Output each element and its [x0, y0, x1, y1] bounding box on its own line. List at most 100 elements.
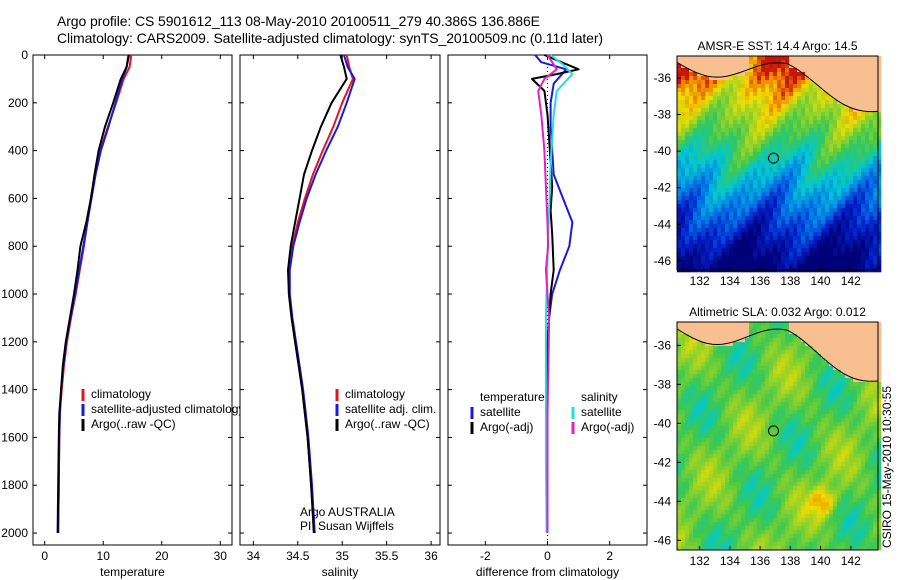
- map-cell: [721, 326, 726, 331]
- map-cell: [757, 128, 762, 133]
- map-cell: [749, 446, 754, 451]
- map-cell: [853, 200, 858, 205]
- map-cell: [677, 80, 682, 85]
- map-cell: [813, 478, 818, 483]
- map-cell: [877, 248, 882, 253]
- map-cell: [861, 92, 866, 97]
- map-cell: [829, 180, 834, 185]
- map-cell: [833, 354, 838, 359]
- map-cell: [705, 362, 710, 367]
- map-cell: [741, 116, 746, 121]
- map-cell: [689, 474, 694, 479]
- map-cell: [689, 140, 694, 145]
- map-cell: [777, 56, 782, 61]
- map-cell: [721, 346, 726, 351]
- map-cell: [757, 454, 762, 459]
- map-cell: [817, 180, 822, 185]
- map-cell: [821, 256, 826, 261]
- map-cell: [861, 252, 866, 257]
- map-cell: [837, 156, 842, 161]
- map-cell: [805, 454, 810, 459]
- map-cell: [877, 240, 882, 245]
- map-cell: [829, 172, 834, 177]
- map-cell: [841, 260, 846, 265]
- map-cell: [693, 426, 698, 431]
- map-cell: [789, 446, 794, 451]
- map-cell: [825, 438, 830, 443]
- map-cell: [853, 354, 858, 359]
- map-cell: [765, 322, 770, 327]
- map-cell: [685, 172, 690, 177]
- map-cell: [837, 200, 842, 205]
- map-cell: [857, 362, 862, 367]
- map-cell: [809, 366, 814, 371]
- map-cell: [753, 204, 758, 209]
- map-cell: [725, 450, 730, 455]
- map-cell: [849, 64, 854, 69]
- map-cell: [745, 474, 750, 479]
- map-cell: [745, 326, 750, 331]
- map-cell: [749, 458, 754, 463]
- map-cell: [693, 176, 698, 181]
- map-cell: [733, 244, 738, 249]
- map-cell: [861, 434, 866, 439]
- map-cell: [797, 172, 802, 177]
- map-cell: [789, 478, 794, 483]
- map-cell: [725, 378, 730, 383]
- map-cell: [693, 402, 698, 407]
- map-cell: [753, 132, 758, 137]
- map-cell: [773, 56, 778, 61]
- map-cell: [821, 148, 826, 153]
- map-cell: [753, 116, 758, 121]
- map-cell: [713, 100, 718, 105]
- map-cell: [757, 466, 762, 471]
- map-cell: [733, 386, 738, 391]
- map-cell: [765, 136, 770, 141]
- map-cell: [821, 334, 826, 339]
- map-cell: [837, 414, 842, 419]
- y-tick-label: 1000: [1, 287, 28, 301]
- map-cell: [861, 322, 866, 327]
- map-cell: [869, 474, 874, 479]
- map-cell: [721, 236, 726, 241]
- map-cell: [833, 108, 838, 113]
- map-cell: [713, 200, 718, 205]
- map-cell: [721, 132, 726, 137]
- map-cell: [861, 446, 866, 451]
- map-cell: [829, 458, 834, 463]
- map-cell: [685, 136, 690, 141]
- map-cell: [761, 92, 766, 97]
- map-cell: [809, 264, 814, 269]
- map-cell: [729, 438, 734, 443]
- map-cell: [837, 454, 842, 459]
- map-cell: [877, 438, 882, 443]
- map-cell: [873, 124, 878, 129]
- map-cell: [797, 264, 802, 269]
- map-cell: [677, 446, 682, 451]
- map-cell: [769, 342, 774, 347]
- map-cell: [705, 382, 710, 387]
- map-cell: [809, 414, 814, 419]
- map-cell: [713, 334, 718, 339]
- map-cell: [777, 84, 782, 89]
- map-cell: [789, 236, 794, 241]
- map-cell: [873, 382, 878, 387]
- map-cell: [733, 88, 738, 93]
- map-cell: [685, 458, 690, 463]
- map-cell: [797, 104, 802, 109]
- map-cell: [853, 474, 858, 479]
- map-cell: [809, 478, 814, 483]
- map-cell: [861, 414, 866, 419]
- map-cell: [725, 438, 730, 443]
- map-cell: [737, 148, 742, 153]
- map-cell: [709, 96, 714, 101]
- map-cell: [845, 322, 850, 327]
- map-cell: [837, 438, 842, 443]
- map-cell: [749, 108, 754, 113]
- map-cell: [853, 438, 858, 443]
- map-cell: [753, 60, 758, 65]
- map-cell: [685, 322, 690, 327]
- map-cell: [697, 148, 702, 153]
- map-cell: [769, 108, 774, 113]
- map-cell: [773, 256, 778, 261]
